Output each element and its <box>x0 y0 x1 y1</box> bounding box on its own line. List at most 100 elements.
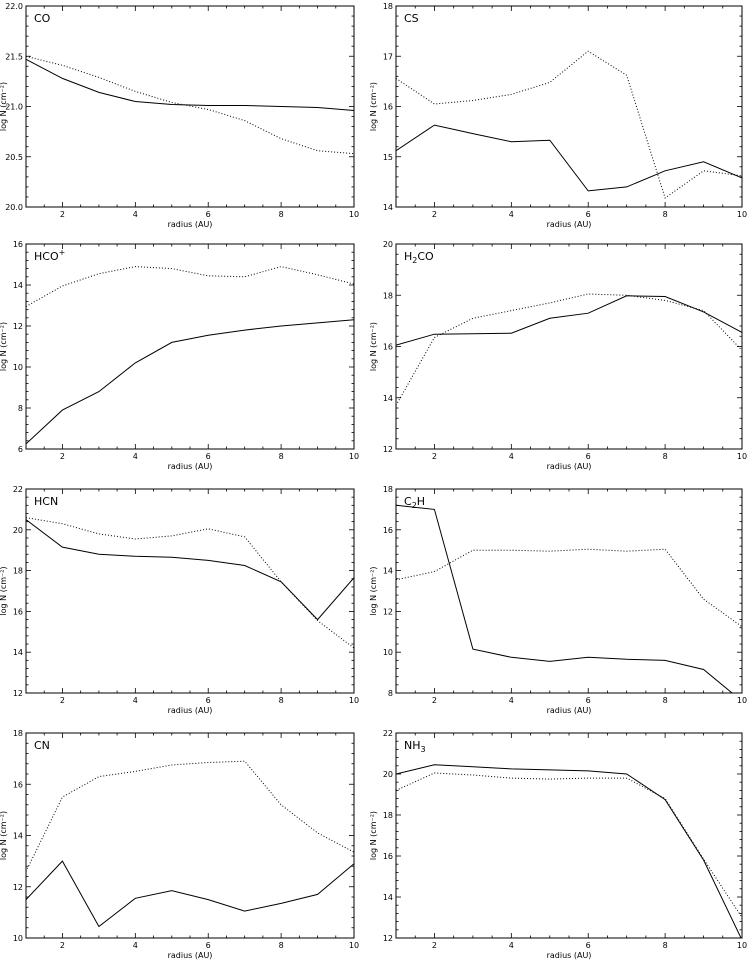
y-tick-label: 14 <box>383 203 393 212</box>
series-dotted-line <box>26 55 354 155</box>
y-tick-label: 18 <box>13 729 23 738</box>
y-tick-label: 16 <box>13 607 23 616</box>
y-tick-label: 18 <box>383 2 393 11</box>
x-tick-label: 4 <box>509 941 514 950</box>
x-tick-label: 2 <box>432 210 437 219</box>
y-tick-label: 22 <box>13 485 23 494</box>
panel-cn: 2 4 6 8 10 10 12 14 16 18 radius (AU) log N (cm⁻²) C… <box>0 729 359 960</box>
y-tick-label: 16 <box>13 240 23 249</box>
panel-h2co: 2 4 6 8 10 12 14 16 18 20 radius (AU) log N (cm⁻²) H… <box>369 240 747 471</box>
y-tick-label: 20 <box>383 770 393 779</box>
series-solid-line <box>26 58 354 111</box>
x-tick-label: 10 <box>737 210 747 219</box>
y-tick-label: 22.0 <box>5 2 23 11</box>
x-tick-label: 2 <box>432 941 437 950</box>
panel-title: CS <box>404 12 419 25</box>
plot-frame <box>395 488 743 694</box>
panel-nh3: 2 4 6 8 10 12 14 16 18 20 22 radius (AU) log N (cm⁻²… <box>369 729 747 960</box>
plot-frame <box>25 243 355 450</box>
plot-frame <box>395 5 743 208</box>
x-axis-title: radius (AU) <box>547 951 592 960</box>
x-axis-title: radius (AU) <box>168 462 213 471</box>
y-tick-label: 16 <box>383 103 393 112</box>
y-axis-title: log N (cm⁻²) <box>0 811 8 860</box>
y-tick-label: 14 <box>383 893 393 902</box>
x-tick-label: 8 <box>663 696 668 705</box>
x-tick-label: 6 <box>206 696 211 705</box>
panel-co: 2 4 6 8 10 20.0 20.5 21.0 21.5 22.0 radius (AU) log… <box>0 2 359 229</box>
x-tick-label: 4 <box>509 696 514 705</box>
x-tick-label: 10 <box>737 696 747 705</box>
x-tick-label: 10 <box>349 452 359 461</box>
y-axis-title: log N (cm⁻²) <box>0 322 8 371</box>
y-tick-label: 10 <box>383 648 393 657</box>
x-tick-label: 2 <box>60 941 65 950</box>
y-tick-label: 17 <box>383 52 393 61</box>
x-tick-label: 2 <box>432 452 437 461</box>
panel-title: CO <box>34 12 51 25</box>
y-tick-label: 22 <box>383 729 393 738</box>
x-axis-title: radius (AU) <box>547 220 592 229</box>
x-tick-label: 8 <box>663 452 668 461</box>
y-tick-label: 6 <box>18 445 23 454</box>
plot-frame <box>25 488 355 694</box>
series-dotted-line <box>26 517 354 649</box>
panel-title: HCO+ <box>34 248 65 263</box>
y-tick-label: 20 <box>383 240 393 249</box>
x-tick-label: 6 <box>586 941 591 950</box>
y-tick-label: 20 <box>13 526 23 535</box>
series-solid-line <box>396 295 742 346</box>
y-tick-label: 10 <box>13 934 23 943</box>
y-tick-label: 18 <box>383 811 393 820</box>
y-tick-label: 14 <box>13 648 23 657</box>
panel-cs: 2 4 6 8 10 14 15 16 17 18 radius (AU) log N (cm⁻²) C… <box>369 2 747 229</box>
x-tick-label: 8 <box>279 941 284 950</box>
y-tick-label: 18 <box>13 567 23 576</box>
x-axis-title: radius (AU) <box>547 462 592 471</box>
x-tick-label: 6 <box>206 941 211 950</box>
x-tick-label: 10 <box>349 210 359 219</box>
y-tick-label: 20.0 <box>5 203 23 212</box>
series-dotted-line <box>396 772 742 918</box>
x-tick-label: 6 <box>586 210 591 219</box>
x-tick-label: 4 <box>133 452 138 461</box>
x-tick-label: 8 <box>279 210 284 219</box>
x-tick-label: 10 <box>349 696 359 705</box>
x-tick-label: 8 <box>279 696 284 705</box>
x-tick-label: 10 <box>737 941 747 950</box>
y-axis-title: log N (cm⁻²) <box>0 82 8 131</box>
x-tick-label: 2 <box>60 696 65 705</box>
x-tick-label: 10 <box>737 452 747 461</box>
y-axis-title: log N (cm⁻²) <box>369 811 378 860</box>
series-solid-line <box>26 860 354 928</box>
y-tick-label: 12 <box>13 883 23 892</box>
y-axis-title: log N (cm⁻²) <box>369 82 378 131</box>
y-tick-label: 12 <box>383 445 393 454</box>
x-tick-label: 4 <box>133 696 138 705</box>
series-dotted-line <box>396 50 742 199</box>
y-tick-label: 10 <box>13 363 23 372</box>
y-tick-label: 8 <box>18 404 23 413</box>
panel-title: C2H <box>404 495 425 510</box>
y-tick-label: 14 <box>383 567 393 576</box>
series-solid-line <box>26 519 354 621</box>
series-dotted-line <box>396 293 742 406</box>
x-tick-label: 10 <box>349 941 359 950</box>
x-tick-label: 4 <box>509 210 514 219</box>
x-tick-label: 4 <box>509 452 514 461</box>
x-tick-label: 2 <box>60 210 65 219</box>
x-tick-label: 2 <box>60 452 65 461</box>
x-tick-label: 4 <box>133 941 138 950</box>
panel-c2h: 2 4 6 8 10 8 10 12 14 16 18 radius (AU) log N (cm⁻²)… <box>369 485 747 715</box>
y-tick-label: 16 <box>383 852 393 861</box>
x-axis-title: radius (AU) <box>168 220 213 229</box>
y-tick-label: 14 <box>383 394 393 403</box>
series-solid-line <box>26 319 354 445</box>
y-tick-label: 12 <box>383 607 393 616</box>
panel-title: H2CO <box>404 250 434 265</box>
y-tick-label: 8 <box>388 689 393 698</box>
y-tick-label: 14 <box>13 281 23 290</box>
x-tick-label: 8 <box>663 941 668 950</box>
x-tick-label: 6 <box>586 696 591 705</box>
